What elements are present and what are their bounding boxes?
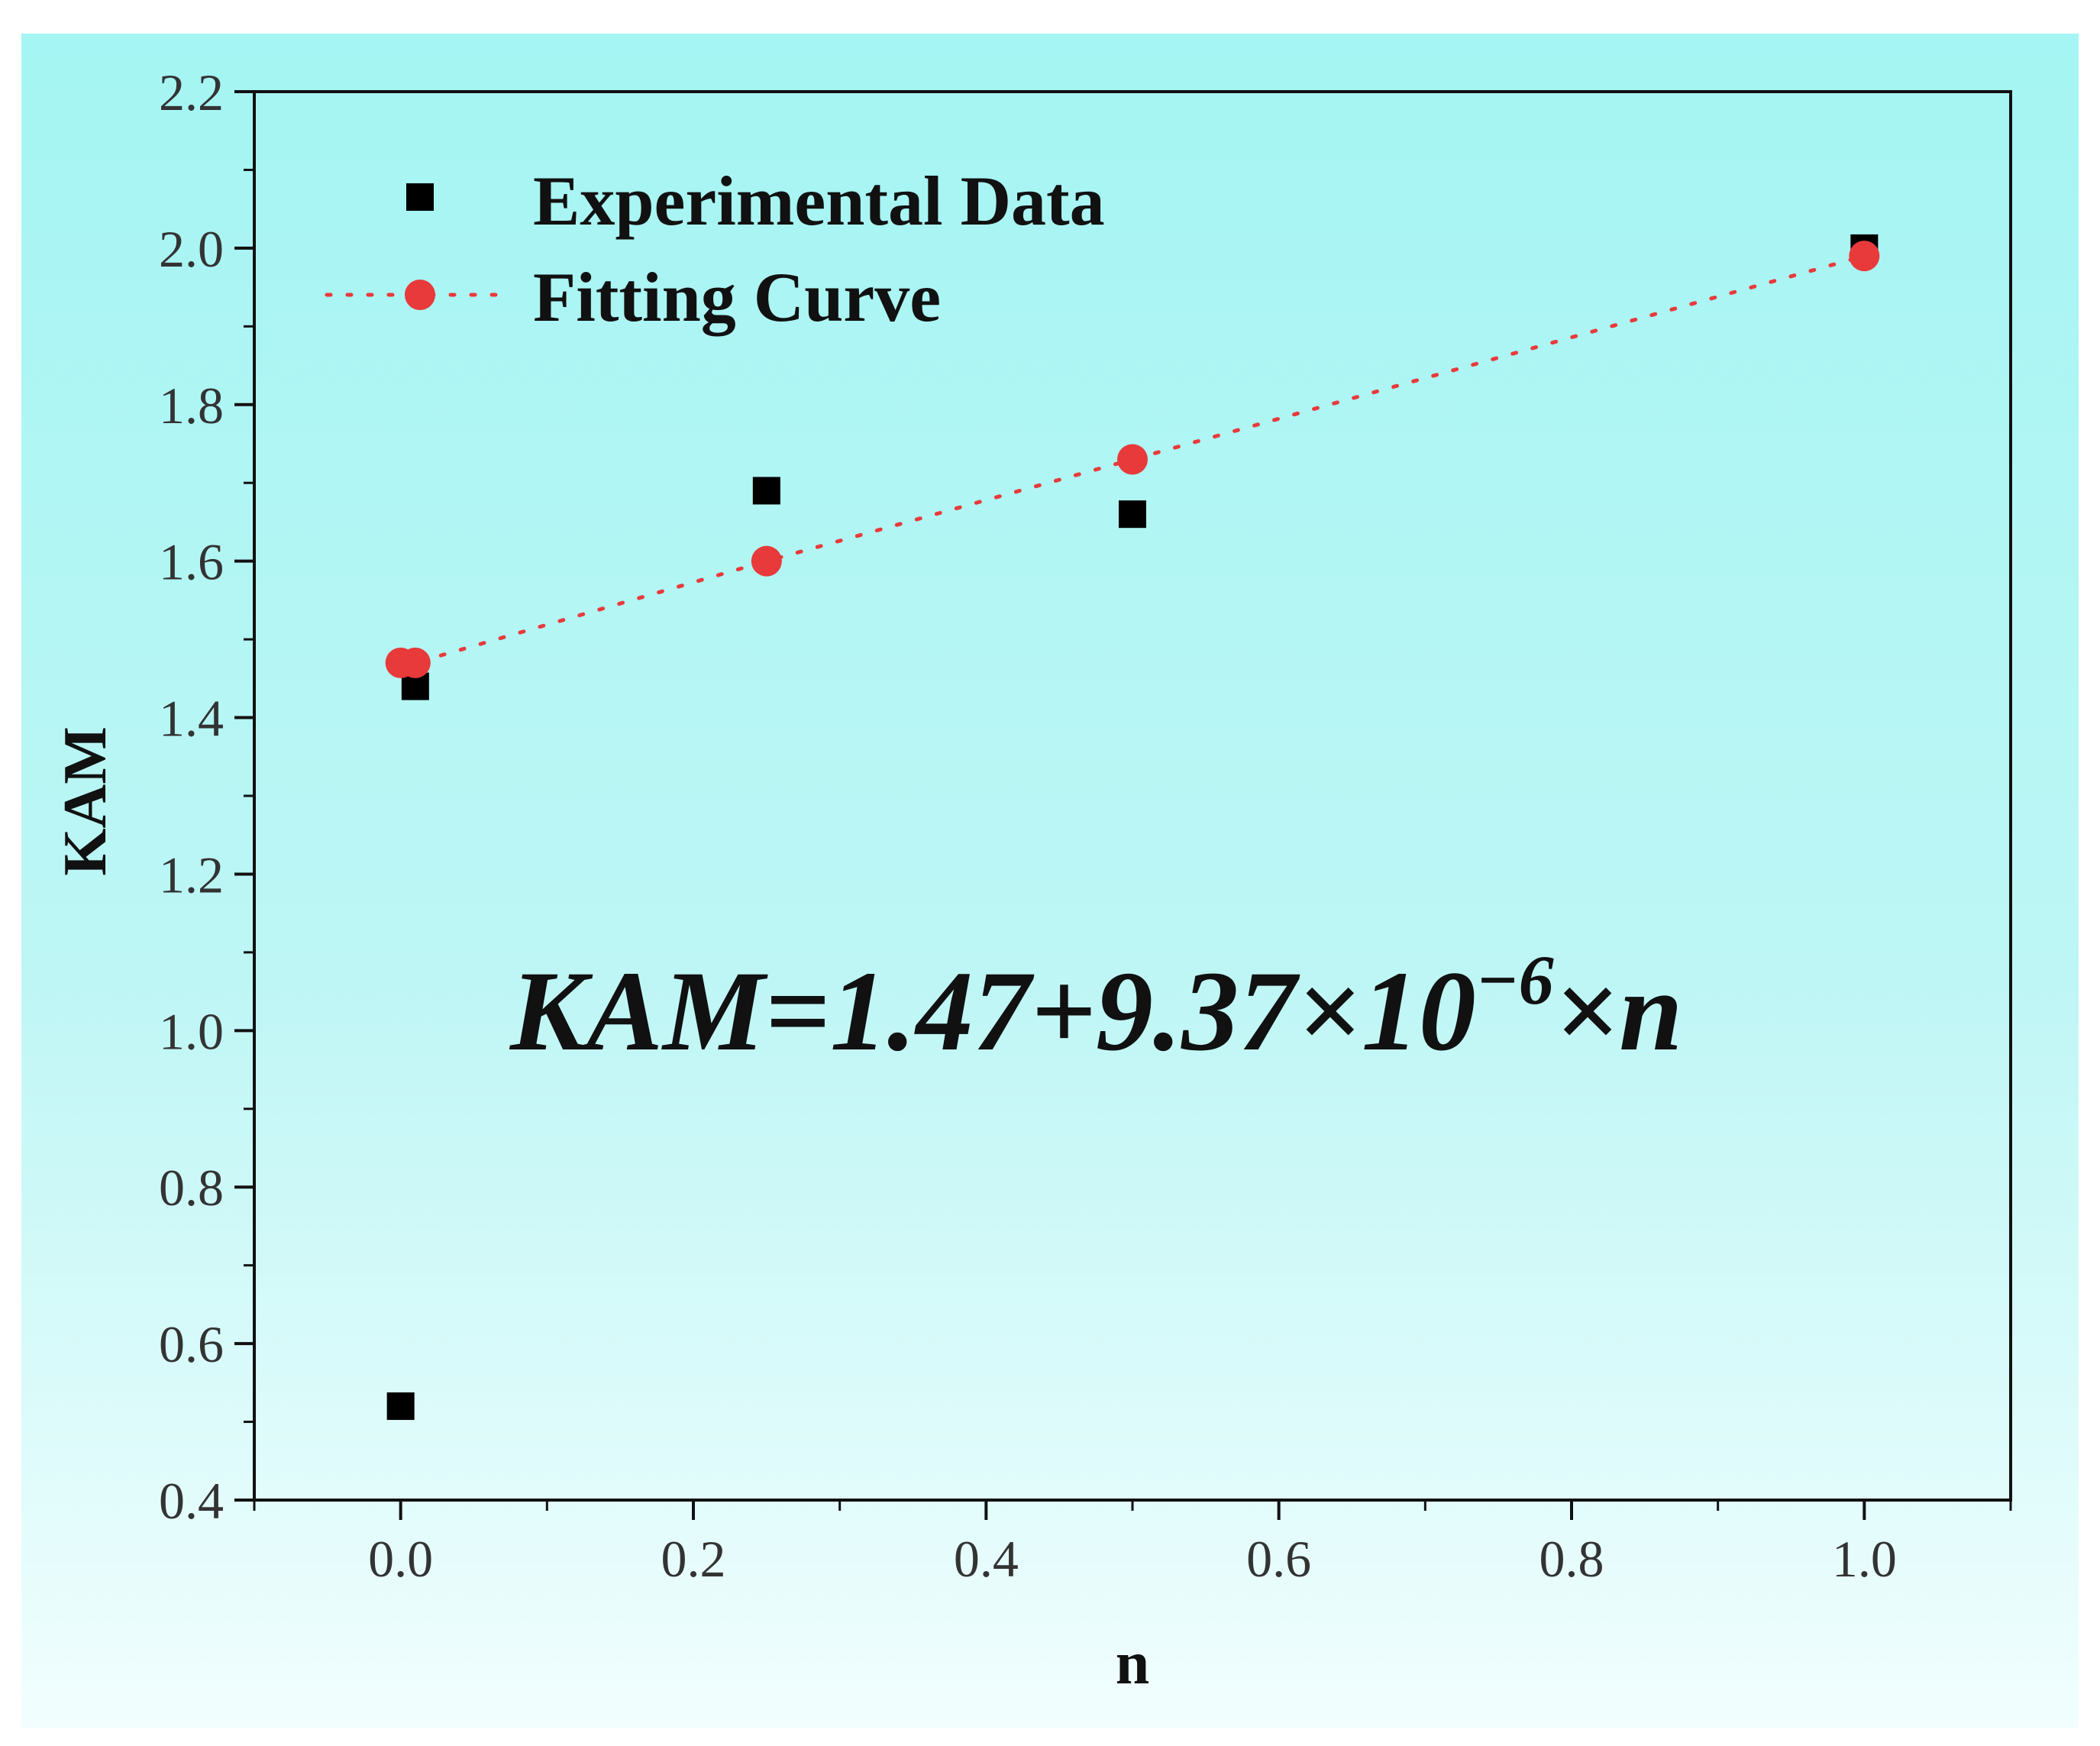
y-tick-label: 0.6	[159, 1315, 224, 1373]
equation-tail: ×n	[1554, 948, 1683, 1075]
experimental-data-point	[386, 1392, 415, 1421]
fitting-curve-point	[751, 545, 782, 577]
y-tick-label: 1.8	[159, 377, 224, 435]
fitting-curve-point	[399, 647, 431, 678]
y-tick-label: 1.0	[159, 1002, 224, 1060]
fit-equation: KAM=1.47+9.37×10−6×n	[509, 941, 1683, 1075]
y-tick-label: 2.0	[159, 220, 224, 278]
legend-label-experimental: Experimental Data	[533, 162, 1105, 240]
legend-label-fitting: Fitting Curve	[533, 258, 941, 336]
y-tick-label: 2.2	[159, 63, 224, 121]
plot-border	[253, 90, 2012, 1502]
chart-figure: 0.4 0.6 0.8 1.0 1.2 1.4 1.6 1.8 2.0 2.2 0.0 0.2 0.4 0…	[21, 34, 2079, 1728]
x-tick-label: 0.2	[661, 1530, 726, 1588]
x-tick-label: 0.8	[1539, 1530, 1604, 1588]
equation-main: KAM=1.47+9.37×10	[509, 948, 1476, 1075]
y-tick-label: 1.2	[159, 846, 224, 904]
y-tick-label: 0.4	[159, 1472, 224, 1530]
fitting-curve-point	[1117, 444, 1148, 475]
x-tick-label: 0.6	[1246, 1530, 1311, 1588]
fitting-curve-point	[1849, 241, 1880, 272]
scatter-chart: 0.4 0.6 0.8 1.0 1.2 1.4 1.6 1.8 2.0 2.2 0.0 0.2 0.4 0…	[52, 63, 2012, 1697]
y-tick-label: 1.4	[159, 690, 224, 748]
legend-circle-marker	[405, 280, 435, 310]
y-tick-label: 0.8	[159, 1159, 224, 1217]
x-axis-title: n	[1116, 1630, 1150, 1697]
x-tick-label: 1.0	[1832, 1530, 1897, 1588]
fitting-curve-line	[399, 254, 1866, 665]
x-tick-label: 0.4	[954, 1530, 1019, 1588]
experimental-data-point	[752, 477, 780, 505]
x-tick-label: 0.0	[368, 1530, 433, 1588]
legend-square-marker	[406, 183, 434, 211]
experimental-data-point	[1119, 500, 1146, 529]
y-tick-label: 1.6	[159, 533, 224, 591]
equation-exponent: −6	[1476, 941, 1554, 1019]
y-axis-title: KAM	[52, 726, 119, 876]
